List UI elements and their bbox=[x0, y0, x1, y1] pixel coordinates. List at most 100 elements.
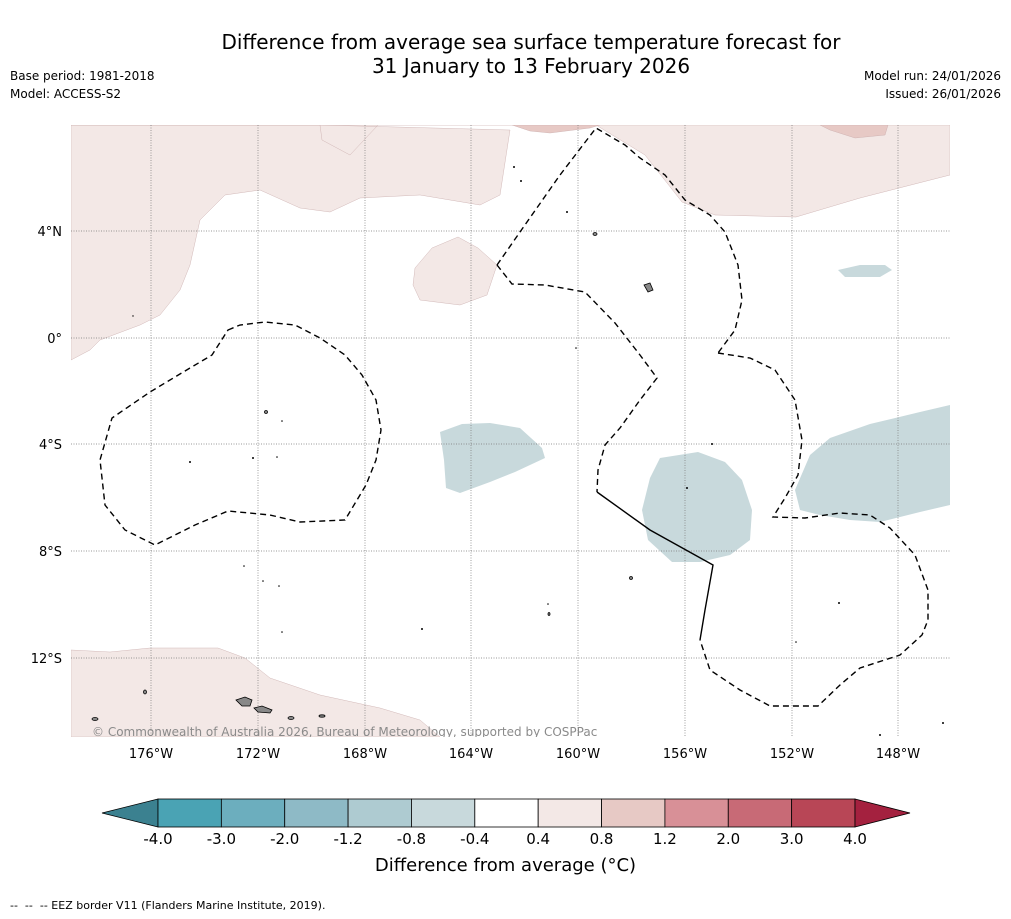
colorbar-tick-label-4: -0.8 bbox=[397, 830, 426, 848]
island-small-8 bbox=[547, 612, 551, 616]
atoll-dot-1 bbox=[513, 166, 515, 168]
colorbar-tick-label-0: -4.0 bbox=[143, 830, 172, 848]
island-upolu bbox=[253, 705, 273, 714]
title-line-1: Difference from average sea surface temp… bbox=[221, 30, 841, 54]
atoll-dot-10 bbox=[686, 487, 688, 489]
island-small-3 bbox=[287, 716, 295, 720]
lat-tick-4n: 4°N bbox=[38, 225, 63, 240]
colorbar-segment-8 bbox=[664, 798, 729, 828]
lat-tick-0: 0° bbox=[47, 332, 62, 347]
colorbar-tick-label-2: -2.0 bbox=[270, 830, 299, 848]
island-kiritimati bbox=[643, 282, 654, 293]
colorbar-tick-label-6: 0.4 bbox=[526, 830, 550, 848]
colorbar-segment-9 bbox=[727, 798, 793, 828]
island-small-4 bbox=[318, 714, 326, 718]
atoll-dot-20 bbox=[942, 722, 944, 724]
warm-patch-top-1 bbox=[511, 125, 601, 134]
lon-tick-172w: 172°W bbox=[236, 747, 280, 762]
colorbar-tick-label-11: 4.0 bbox=[843, 830, 867, 848]
atoll-dot-7 bbox=[276, 456, 278, 458]
atoll-dot-8 bbox=[281, 420, 283, 422]
warm-region-south bbox=[71, 647, 441, 737]
island-small-2 bbox=[91, 717, 99, 721]
lon-tick-148w: 148°W bbox=[876, 747, 920, 762]
eez-solid-borders bbox=[596, 491, 714, 641]
eez-legend-text: -- EEZ border V11 (Flanders Marine Insti… bbox=[39, 899, 326, 912]
colorbar-tick-label-8: 1.2 bbox=[653, 830, 677, 848]
colorbar-labels: -4.0 -3.0 -2.0 -1.2 -0.8 -0.4 0.4 0.8 1.2 2.0 3.0 4… bbox=[143, 830, 867, 848]
eez-solid bbox=[596, 491, 714, 641]
base-period: Base period: 1981-2018 bbox=[10, 69, 155, 83]
issued-date: Issued: 26/01/2026 bbox=[885, 87, 1001, 101]
island-small-7 bbox=[629, 576, 633, 580]
colorbar-tick-label-3: -1.2 bbox=[333, 830, 362, 848]
lon-tick-160w: 160°W bbox=[556, 747, 600, 762]
gridlines bbox=[71, 125, 950, 737]
atoll-dot-15 bbox=[421, 628, 423, 630]
colorbar-over-arrow bbox=[854, 798, 911, 828]
island-small-6 bbox=[264, 410, 268, 414]
lon-tick-176w: 176°W bbox=[129, 747, 173, 762]
atoll-dot-9 bbox=[711, 443, 713, 445]
colorbar-segment-6 bbox=[537, 798, 602, 828]
atoll-dot-6 bbox=[252, 457, 254, 459]
colorbar-segments bbox=[157, 798, 856, 828]
colorbar-tick-label-5: -0.4 bbox=[460, 830, 489, 848]
lat-tick-4s: 4°S bbox=[39, 438, 62, 453]
cool-region-3 bbox=[795, 405, 950, 522]
colorbar: -4.0 -3.0 -2.0 -1.2 -0.8 -0.4 0.4 0.8 1.2 2.0 3.0 4… bbox=[101, 798, 911, 848]
lon-tick-164w: 164°W bbox=[449, 747, 493, 762]
colorbar-tick-label-10: 3.0 bbox=[780, 830, 804, 848]
colorbar-segment-10 bbox=[791, 798, 856, 828]
colorbar-segment-1 bbox=[220, 798, 286, 828]
atoll-dot-17 bbox=[838, 602, 840, 604]
map-area: © Commonwealth of Australia 2026, Bureau… bbox=[71, 125, 950, 739]
islands bbox=[91, 232, 654, 721]
eez-central-2 bbox=[496, 264, 658, 493]
lat-tick-12s: 12°S bbox=[31, 652, 62, 667]
colorbar-under-arrow bbox=[101, 798, 159, 828]
atoll-dot-13 bbox=[278, 585, 280, 587]
colorbar-segment-2 bbox=[284, 798, 349, 828]
island-savaii bbox=[235, 696, 253, 707]
island-small-1 bbox=[143, 689, 147, 695]
warm-region-north bbox=[71, 125, 950, 361]
colorbar-segment-0 bbox=[157, 798, 222, 828]
warm-region-central bbox=[412, 236, 498, 306]
copyright-text: © Commonwealth of Australia 2026, Bureau… bbox=[92, 725, 597, 739]
atoll-dot-3 bbox=[566, 211, 568, 213]
lon-tick-168w: 168°W bbox=[343, 747, 387, 762]
title-line-2: 31 January to 13 February 2026 bbox=[371, 54, 691, 78]
atoll-dot-21 bbox=[132, 315, 134, 317]
atolls bbox=[132, 166, 944, 736]
colorbar-segment-7 bbox=[601, 798, 666, 828]
eez-legend-line-icon: -- -- bbox=[10, 899, 40, 912]
atoll-dot-16 bbox=[547, 603, 549, 605]
atoll-dot-14 bbox=[281, 631, 283, 633]
warm-patch-top-2 bbox=[819, 125, 889, 139]
cool-region-2 bbox=[642, 452, 752, 562]
eez-legend: -- -- -- EEZ border V11 (Flanders Marine… bbox=[10, 899, 325, 912]
colorbar-segment-4 bbox=[411, 798, 476, 828]
lon-tick-156w: 156°W bbox=[663, 747, 707, 762]
atoll-dot-2 bbox=[520, 180, 522, 182]
map-title: Difference from average sea surface temp… bbox=[0, 30, 1011, 78]
colorbar-segment-5 bbox=[474, 798, 539, 828]
atoll-dot-19 bbox=[879, 734, 881, 736]
model-run: Model run: 24/01/2026 bbox=[863, 69, 1001, 83]
eez-west bbox=[99, 321, 382, 546]
eez-east bbox=[699, 352, 929, 707]
colorbar-tick-label-9: 2.0 bbox=[716, 830, 740, 848]
metadata-right: Model run: 24/01/2026 Issued: 26/01/2026 bbox=[864, 67, 1001, 103]
eez-central bbox=[496, 127, 743, 354]
atoll-dot-11 bbox=[243, 565, 245, 567]
atoll-dot-5 bbox=[189, 461, 191, 463]
colorbar-tick-label-7: 0.8 bbox=[590, 830, 614, 848]
lon-tick-152w: 152°W bbox=[770, 747, 814, 762]
colorbar-segment-3 bbox=[347, 798, 412, 828]
atoll-dot-18 bbox=[795, 641, 797, 643]
island-small-5 bbox=[592, 232, 598, 236]
cool-region-1 bbox=[440, 423, 545, 493]
eez-borders bbox=[99, 127, 929, 707]
